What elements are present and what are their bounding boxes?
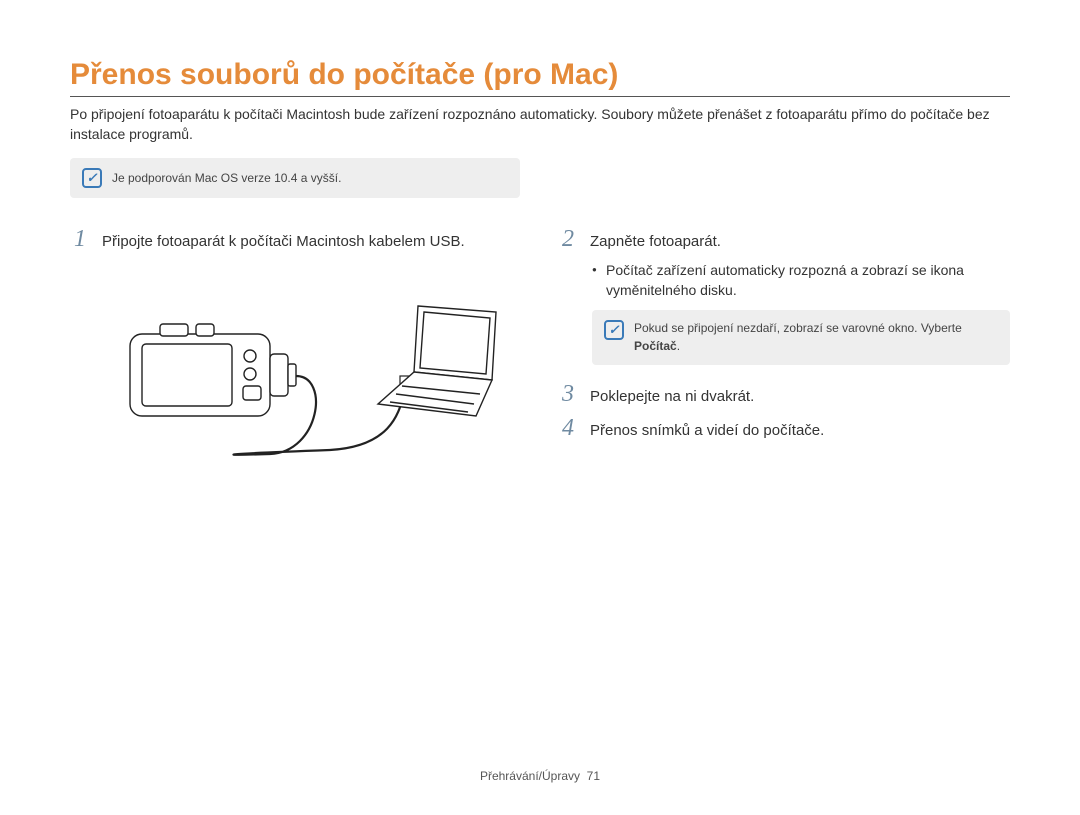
- step-1-number: 1: [70, 226, 90, 253]
- support-note-box: ✓ Je podporován Mac OS verze 10.4 a vyšš…: [70, 158, 520, 198]
- step-3: 3 Poklepejte na ni dvakrát.: [558, 381, 1010, 409]
- note-text-bold: Počítač: [634, 339, 677, 353]
- step-1: 1 Připojte fotoaparát k počítači Macinto…: [70, 226, 522, 254]
- camera-icon: [130, 324, 296, 416]
- step-3-text: Poklepejte na ni dvakrát.: [590, 386, 754, 409]
- step-2: 2 Zapněte fotoaparát.: [558, 226, 1010, 254]
- laptop-icon: [378, 306, 496, 416]
- step-4-text: Přenos snímků a videí do počítače.: [590, 420, 824, 443]
- right-column: 2 Zapněte fotoaparát. Počítač zařízení a…: [558, 226, 1010, 481]
- step-2-note-text: Pokud se připojení nezdaří, zobrazí se v…: [634, 320, 998, 355]
- two-column-layout: 1 Připojte fotoaparát k počítači Macinto…: [70, 226, 1010, 481]
- step-1-text: Připojte fotoaparát k počítači Macintosh…: [102, 231, 465, 254]
- footer-page-number: 71: [587, 769, 600, 783]
- left-column: 1 Připojte fotoaparát k počítači Macinto…: [70, 226, 522, 481]
- footer-section: Přehrávání/Úpravy: [480, 769, 580, 783]
- camera-laptop-illustration: [100, 276, 500, 476]
- support-note-text: Je podporován Mac OS verze 10.4 a vyšší.: [112, 171, 341, 185]
- page-footer: Přehrávání/Úpravy 71: [0, 769, 1080, 783]
- page-title: Přenos souborů do počítače (pro Mac): [70, 0, 1010, 96]
- note-icon: ✓: [604, 320, 624, 340]
- title-rule: [70, 96, 1010, 97]
- note-icon: ✓: [82, 168, 102, 188]
- step-4-number: 4: [558, 415, 578, 442]
- step-2-note-box: ✓ Pokud se připojení nezdaří, zobrazí se…: [592, 310, 1010, 365]
- step-2-text: Zapněte fotoaparát.: [590, 231, 721, 254]
- note-text-pre: Pokud se připojení nezdaří, zobrazí se v…: [634, 321, 962, 335]
- step-2-bullet-1: Počítač zařízení automaticky rozpozná a …: [592, 260, 1010, 301]
- intro-paragraph: Po připojení fotoaparátu k počítači Maci…: [70, 105, 1010, 144]
- note-text-post: .: [677, 339, 680, 353]
- step-3-number: 3: [558, 381, 578, 408]
- step-2-number: 2: [558, 226, 578, 253]
- step-2-bullets: Počítač zařízení automaticky rozpozná a …: [592, 260, 1010, 301]
- step-4: 4 Přenos snímků a videí do počítače.: [558, 415, 1010, 443]
